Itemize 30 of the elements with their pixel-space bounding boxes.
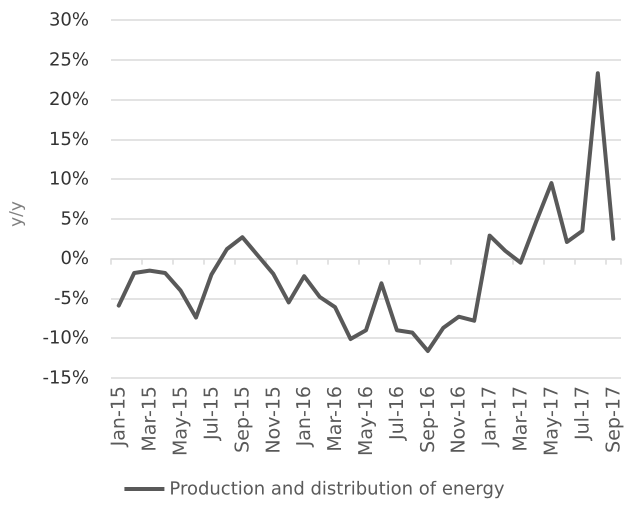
x-tick-label: May-17 [540,386,562,456]
x-tick-label: Sep-17 [602,386,624,453]
x-tick-label: May-15 [170,386,192,456]
x-tick-label: Mar-16 [324,386,346,452]
x-tick-label: Jan-15 [108,386,130,448]
x-tick-label: Jan-17 [478,386,501,448]
x-tick-label: Sep-16 [416,386,439,453]
line-series [116,71,616,353]
x-tick-label: Jul-15 [200,386,222,441]
y-axis-title: y/y [6,201,26,227]
x-tick-label: Mar-17 [510,386,532,452]
x-tick-label: Nov-15 [262,386,284,454]
legend-label: Production and distribution of energy [169,478,505,500]
x-tick-label: Mar-15 [138,386,161,452]
y-tick-label: 20% [48,89,89,110]
x-tick-label: Jul-16 [386,386,408,441]
y-tick-label: -10% [42,328,89,349]
x-tick-label: Sep-15 [231,386,254,453]
y-tick-label: 15% [48,128,89,150]
y-tick-label: -15% [42,368,89,388]
y-tick-label: 5% [60,208,89,230]
y-tick-label: 0% [60,248,89,270]
x-tick-label: Nov-16 [448,386,470,454]
x-tick-label: Jan-16 [293,386,316,448]
x-tick-label: May-16 [355,386,377,456]
y-tick-label: 25% [48,49,89,70]
y-tick-label: 10% [48,168,89,190]
y-tick-label: 30% [48,10,89,30]
x-tick-label: Jul-17 [571,386,594,441]
y-tick-label: -5% [54,288,89,309]
